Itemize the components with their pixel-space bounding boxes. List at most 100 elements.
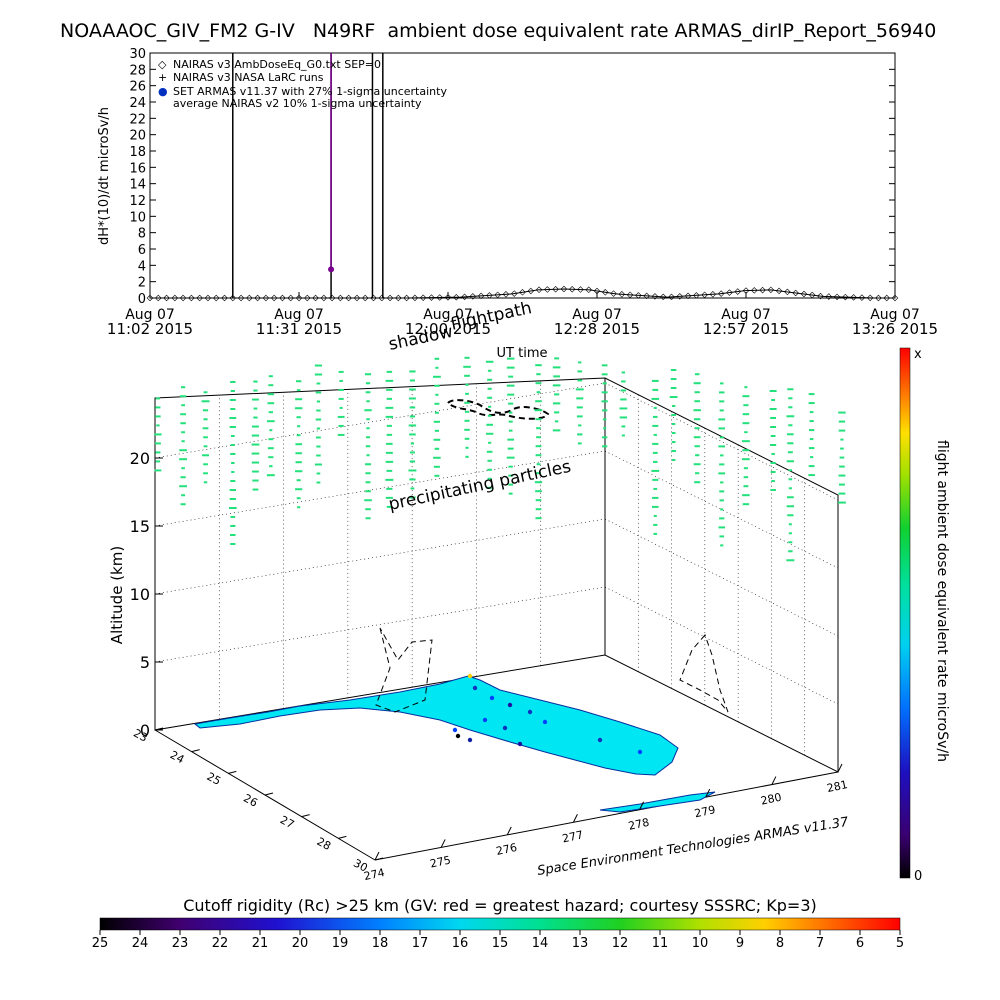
data-point <box>262 294 270 302</box>
data-point <box>204 294 212 302</box>
data-point <box>469 293 477 300</box>
data-point <box>221 294 228 302</box>
legend: ◇ NAIRAS v3 AmbDoseEq_G0.txt SEP=0 + NAI… <box>158 58 447 110</box>
data-point <box>229 294 237 302</box>
data-point <box>519 289 526 296</box>
y-tick-label: 14 <box>129 178 146 193</box>
land-spot <box>482 717 488 723</box>
island <box>599 791 716 813</box>
data-point <box>602 289 609 296</box>
data-point <box>544 286 551 293</box>
x-tick-label-time: 13:26 2015 <box>852 320 938 338</box>
data-point <box>775 287 783 295</box>
cutoff-tick-label: 14 <box>532 936 549 951</box>
y-tick-label: 30 <box>129 47 146 62</box>
y-tick-label: 22 <box>129 112 146 127</box>
data-point <box>676 293 684 300</box>
data-point <box>270 294 278 302</box>
lon-tick-label: 281 <box>826 778 849 795</box>
z-grid-line <box>154 450 606 527</box>
cutoff-rigidity-bar: Cutoff rigidity (Rc) >25 km (GV: red = g… <box>92 896 904 951</box>
data-point <box>684 292 692 300</box>
cutoff-tick-label: 15 <box>492 936 509 951</box>
lat-tick-mark <box>374 857 384 861</box>
data-point <box>155 294 162 302</box>
data-point <box>527 287 535 295</box>
lon-tick-label: 275 <box>429 853 452 870</box>
data-point <box>361 294 369 302</box>
data-point <box>726 289 733 296</box>
land-detail <box>452 673 643 755</box>
data-point <box>618 291 626 298</box>
land-spot <box>467 737 473 743</box>
data-point <box>577 286 584 293</box>
data-point <box>759 286 766 294</box>
cutoff-tick-label: 24 <box>132 936 149 951</box>
lon-tick-mark <box>440 839 446 848</box>
data-point <box>304 294 311 302</box>
data-point <box>494 291 501 299</box>
lon-tick-mark <box>506 826 512 836</box>
data-point <box>850 294 857 301</box>
data-point <box>585 286 592 294</box>
x-tick-label-date: Aug 07 <box>274 307 324 323</box>
lat-tick-mark <box>228 770 237 774</box>
data-point <box>767 286 775 294</box>
lon-tick-mark <box>771 776 777 785</box>
legend-label: NAIRAS v3 NASA LaRC runs <box>173 71 324 84</box>
cutoff-tick-label: 10 <box>692 936 709 951</box>
data-point <box>486 292 493 299</box>
data-point <box>552 286 559 293</box>
cutoff-tick-label: 11 <box>652 936 669 951</box>
data-point <box>403 294 410 302</box>
y-tick-label: 0 <box>138 292 146 307</box>
data-point <box>635 292 642 299</box>
y-tick-label: 20 <box>129 129 146 144</box>
cutoff-tick-label: 25 <box>92 936 109 951</box>
y-tick-label: 16 <box>129 161 146 176</box>
lat-tick-label: 23 <box>131 727 149 745</box>
particles-annotation: precipitating particles <box>387 457 573 515</box>
data-point <box>817 292 824 300</box>
lon-tick-label: 278 <box>627 816 650 833</box>
data-point <box>345 294 352 302</box>
y-tick-label: 12 <box>129 194 146 209</box>
land-spot <box>597 737 603 743</box>
data-point <box>477 292 485 300</box>
colorbar-label: flight ambient dose equivalent rate micr… <box>934 440 950 762</box>
data-point <box>643 292 650 300</box>
data-point <box>626 291 634 299</box>
cutoff-tick-label: 9 <box>736 936 744 951</box>
data-point <box>146 294 154 302</box>
page-title: NOAAAOC_GIV_FM2 G-IV N49RF ambient dose … <box>60 20 937 42</box>
lon-tick-label: 274 <box>363 866 386 883</box>
data-point <box>784 288 791 296</box>
z-grid-line <box>154 382 606 459</box>
y-tick-label: 2 <box>138 276 146 291</box>
lat-tick-label: 30 <box>351 857 369 875</box>
y-tick-label: 8 <box>138 227 146 242</box>
data-point <box>188 294 195 302</box>
data-point <box>179 294 187 302</box>
flight-shadow <box>375 627 433 713</box>
data-point <box>825 293 833 300</box>
x-tick-label-time: 12:28 2015 <box>554 320 640 338</box>
z-tick-label: 20 <box>130 449 150 468</box>
cutoff-tick-label: 17 <box>412 936 429 951</box>
series-line <box>150 288 875 299</box>
lat-tick-label: 27 <box>278 813 296 831</box>
lat-tick-mark <box>301 814 310 818</box>
land-spot <box>472 685 478 691</box>
lon-tick-label: 276 <box>495 841 518 858</box>
z-tick-label: 15 <box>130 517 150 536</box>
data-point <box>237 294 245 302</box>
data-point <box>842 293 849 301</box>
data-point <box>751 287 758 294</box>
precipitating-particles <box>154 356 846 562</box>
cutoff-tick-label: 20 <box>292 936 309 951</box>
cutoff-tick-label: 5 <box>896 936 904 951</box>
legend-label: average NAIRAS v2 10% 1-sigma uncertaint… <box>173 97 422 110</box>
cutoff-tick-label: 16 <box>452 936 469 951</box>
